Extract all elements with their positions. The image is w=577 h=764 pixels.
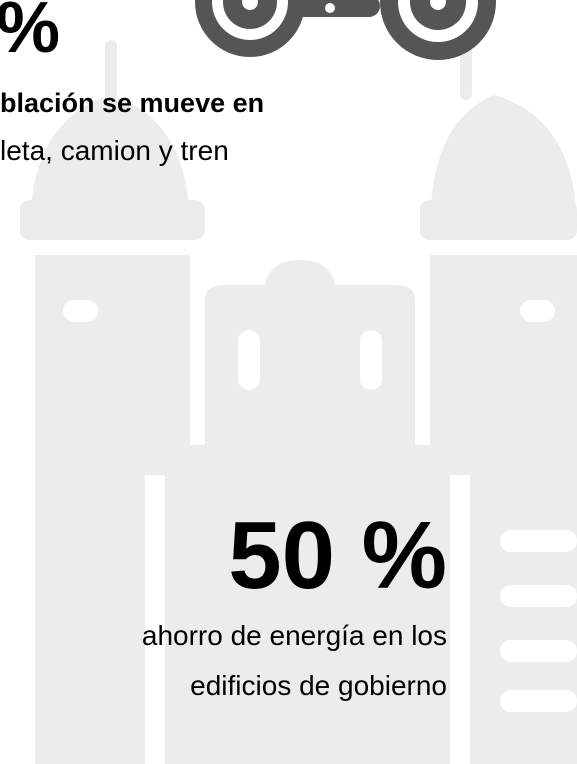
bicycle-icon: [195, 0, 496, 60]
bottom-stat-value: 50 %: [228, 502, 447, 609]
bottom-stat-line: edificios de gobierno: [190, 670, 447, 701]
top-stat-value: %: [0, 0, 60, 68]
bottom-stat-line: ahorro de energía en los: [142, 620, 447, 651]
page: % blación se mueve en leta, camion y tre…: [0, 0, 577, 764]
top-stat-line: blación se mueve en: [0, 88, 264, 118]
top-stat-line: leta, camion y tren: [0, 135, 229, 166]
infographic: % blación se mueve en leta, camion y tre…: [0, 0, 577, 764]
